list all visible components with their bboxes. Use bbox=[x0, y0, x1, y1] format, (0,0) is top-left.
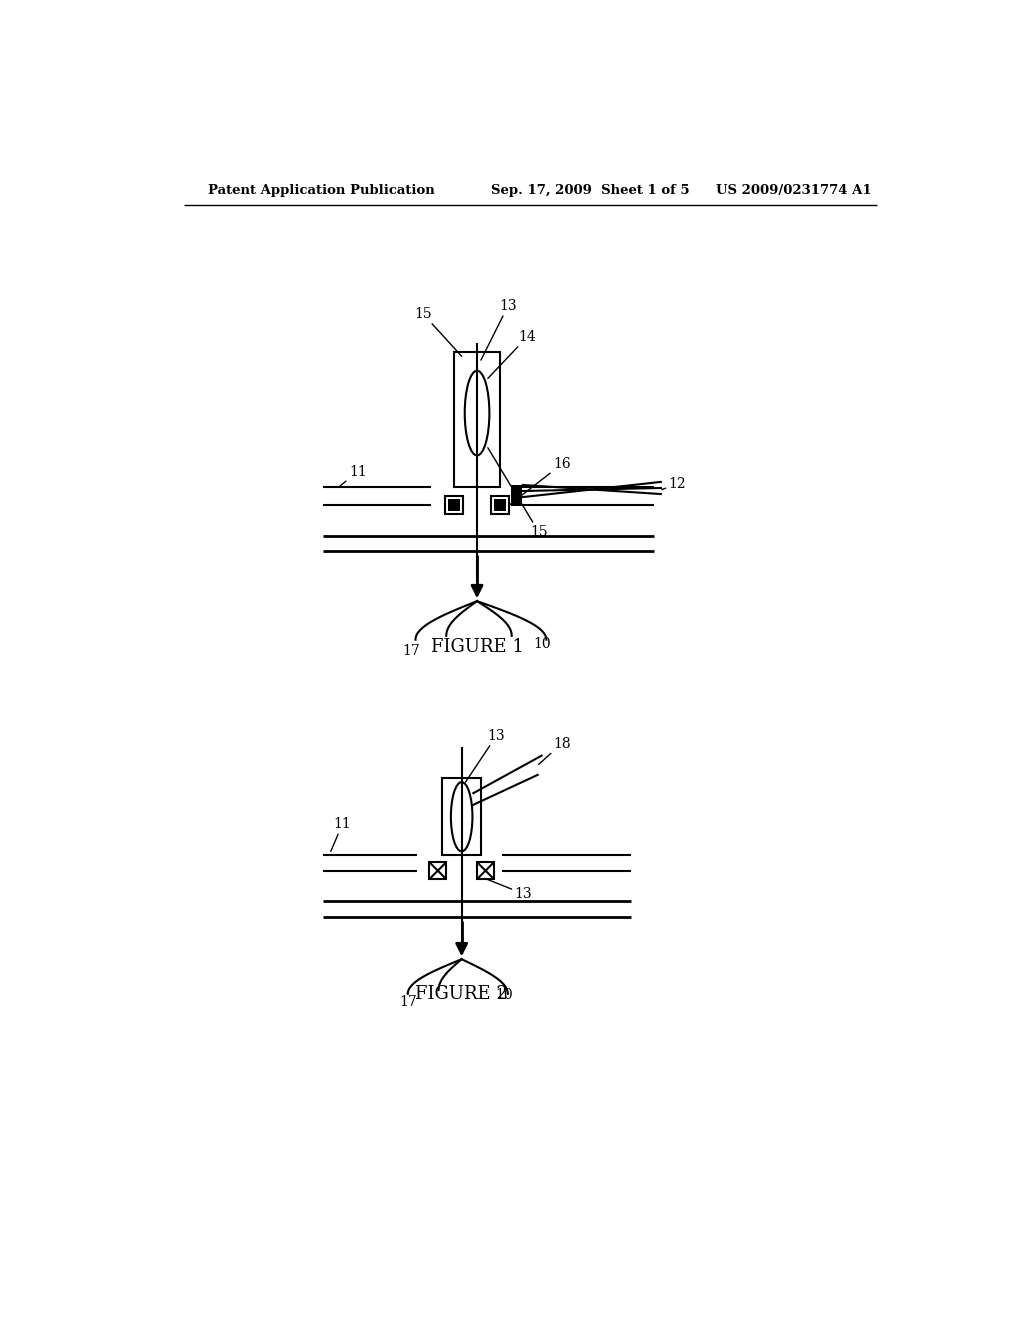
Text: 11: 11 bbox=[331, 817, 351, 851]
Text: 18: 18 bbox=[539, 737, 570, 764]
Ellipse shape bbox=[451, 781, 472, 851]
Text: 17: 17 bbox=[399, 994, 417, 1008]
Bar bbox=[454, 352, 500, 487]
Bar bbox=[511, 484, 521, 507]
Bar bbox=[429, 862, 446, 879]
Text: 12: 12 bbox=[662, 477, 686, 491]
Text: 10: 10 bbox=[534, 636, 551, 651]
Bar bbox=[477, 862, 494, 879]
Text: US 2009/0231774 A1: US 2009/0231774 A1 bbox=[716, 185, 871, 197]
Bar bbox=[494, 499, 506, 511]
Text: 11: 11 bbox=[339, 465, 367, 487]
Text: 14: 14 bbox=[487, 330, 536, 379]
Text: 13: 13 bbox=[481, 300, 517, 360]
Text: FIGURE 1: FIGURE 1 bbox=[431, 639, 523, 656]
Ellipse shape bbox=[465, 371, 489, 455]
Bar bbox=[442, 779, 481, 855]
Text: Sep. 17, 2009  Sheet 1 of 5: Sep. 17, 2009 Sheet 1 of 5 bbox=[490, 185, 689, 197]
Text: 17: 17 bbox=[402, 644, 421, 659]
Text: Patent Application Publication: Patent Application Publication bbox=[208, 185, 434, 197]
Text: 15: 15 bbox=[487, 447, 548, 539]
Bar bbox=[444, 496, 463, 515]
Text: 10: 10 bbox=[496, 989, 513, 1002]
Text: FIGURE 2: FIGURE 2 bbox=[416, 985, 508, 1003]
Bar bbox=[447, 499, 460, 511]
Text: 15: 15 bbox=[415, 308, 462, 356]
Text: 16: 16 bbox=[509, 457, 570, 506]
Text: 13: 13 bbox=[466, 729, 505, 781]
Bar bbox=[490, 496, 509, 515]
Text: 13: 13 bbox=[484, 878, 532, 900]
